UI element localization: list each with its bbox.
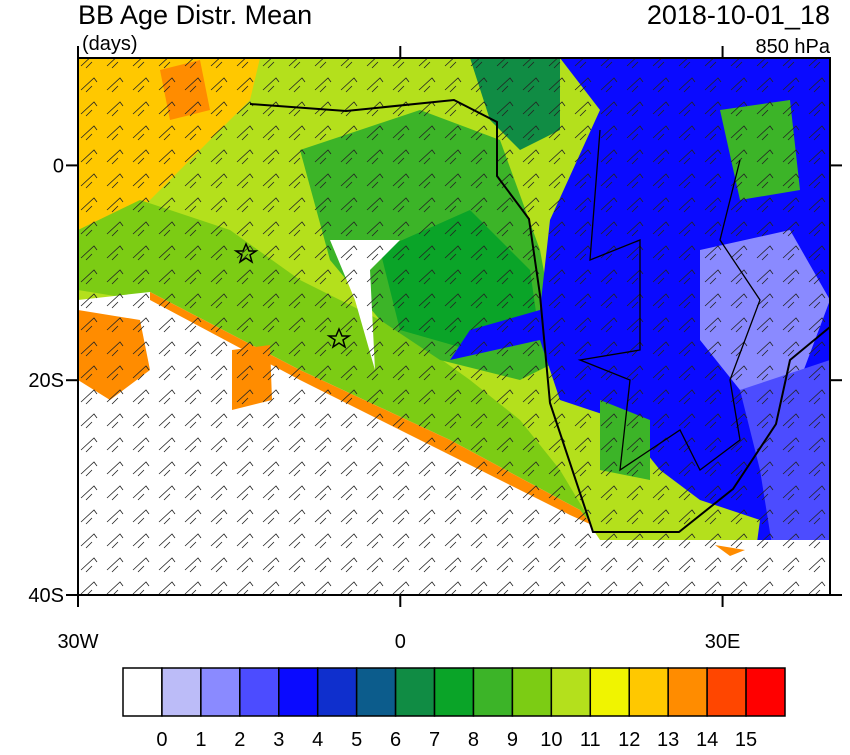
colorbar-box [316, 667, 358, 717]
x-tick-label: 30E [705, 631, 741, 653]
wind-barbs [78, 58, 830, 595]
station-star [233, 242, 259, 264]
colorbar-label: 5 [351, 729, 362, 750]
colorbar-label: 14 [696, 729, 718, 750]
level: 850 hPa [755, 36, 830, 58]
colorbar-box [355, 667, 397, 717]
colorbar-label: 15 [735, 729, 757, 750]
colorbar-box [667, 667, 708, 717]
colorbar-label: 10 [540, 729, 562, 750]
colorbar-box [200, 667, 241, 717]
axes: 30W 0 30E 0 20S 40S [28, 46, 842, 653]
map-frame [77, 57, 831, 596]
map [78, 58, 830, 595]
x-tick-label: 0 [395, 631, 406, 653]
colorbar-box [278, 667, 319, 717]
colorbar-label: 2 [234, 729, 245, 750]
colorbar-label: 8 [468, 729, 479, 750]
colorbar: 0 1 2 3 4 5 6 7 8 9 10 11 12 13 14 15 [122, 667, 786, 751]
colorbar-box [589, 667, 630, 717]
colorbar-label: 1 [195, 729, 206, 750]
colorbar-box [122, 667, 163, 717]
colorbar-box [745, 667, 786, 717]
colorbar-box [161, 667, 202, 717]
colorbar-box [511, 667, 553, 717]
coastline [249, 98, 830, 533]
y-tick-label: 0 [53, 155, 64, 177]
colorbar-box [628, 667, 669, 717]
colorbar-box [550, 667, 592, 717]
colorbar-box [472, 667, 514, 717]
colorbar-label: 11 [580, 729, 601, 750]
y-tick-label: 20S [28, 370, 64, 392]
units: (days) [82, 33, 138, 55]
colorbar-label: 12 [618, 729, 640, 750]
title: BB Age Distr. Mean [78, 0, 312, 30]
colorbar-label: 4 [312, 729, 323, 750]
colorbar-label: 3 [273, 729, 284, 750]
x-tick-label: 30W [57, 631, 98, 653]
colorbar-label: 0 [156, 729, 167, 750]
borders [577, 129, 761, 472]
colorbar-label: 7 [429, 729, 440, 750]
colorbar-label: 9 [507, 729, 518, 750]
station-star [326, 327, 352, 349]
y-tick-label: 40S [28, 585, 64, 607]
date: 2018-10-01_18 [647, 0, 830, 30]
colorbar-box [239, 667, 280, 717]
colorbar-label: 6 [390, 729, 401, 750]
colorbar-box [394, 667, 436, 717]
colorbar-label: 13 [657, 729, 679, 750]
colorbar-box [433, 667, 475, 717]
colorbar-box [706, 667, 747, 717]
